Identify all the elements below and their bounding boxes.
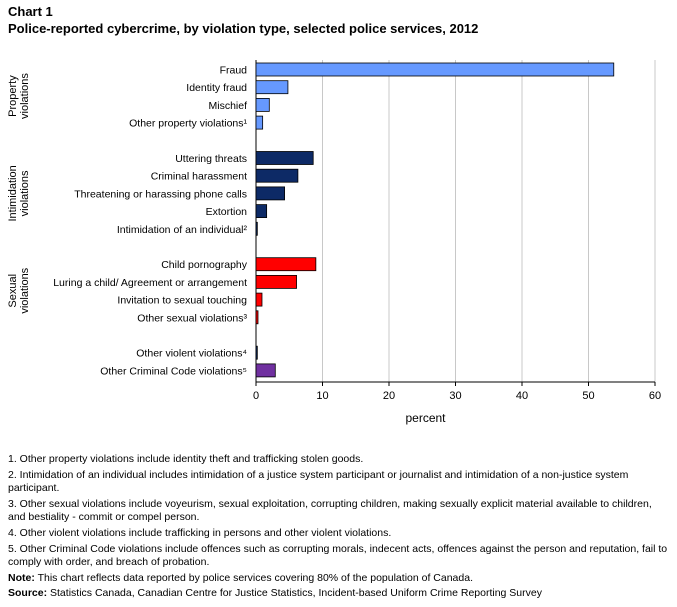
category-label: Criminal harassment (151, 171, 247, 183)
x-axis-title: percent (405, 411, 446, 425)
category-label: Fraud (220, 65, 248, 77)
bar (255, 168, 299, 183)
source: Source: Statistics Canada, Canadian Cent… (8, 587, 668, 600)
source-text: Statistics Canada, Canadian Centre for J… (50, 587, 542, 599)
bar-chart: 0 10 20 30 40 50 60 percent Fraud Identity fraud M… (7, 60, 661, 425)
category-label: Child pornography (161, 259, 248, 271)
bar (255, 204, 268, 219)
category-label: Luring a child/ Agreement or arrangement (53, 277, 247, 289)
x-tick-label: 20 (383, 390, 395, 402)
group-label: Propertyviolations (7, 73, 31, 119)
bar (255, 115, 264, 130)
group-label-line: Property (7, 75, 19, 117)
bar (255, 292, 263, 307)
group-label: Intimidationviolations (7, 165, 31, 221)
group-label-line: violations (19, 170, 31, 216)
chart-number: Chart 1 (8, 4, 53, 19)
category-label: Other property violations¹ (129, 118, 247, 130)
category-label: Other Criminal Code violations⁵ (100, 365, 247, 377)
bar (255, 62, 615, 77)
x-tick-label: 40 (516, 390, 528, 402)
bar (255, 345, 258, 360)
category-label: Invitation to sexual touching (117, 295, 247, 307)
category-label: Intimidation of an individual² (117, 224, 248, 236)
source-label: Source: (8, 587, 48, 599)
footnote-1: 1. Other property violations include ide… (8, 453, 364, 465)
group-label-line: Intimidation (7, 165, 19, 221)
bar (255, 98, 270, 112)
bar (255, 221, 258, 236)
bar (255, 186, 285, 201)
category-label: Threatening or harassing phone calls (74, 188, 247, 200)
group-label-line: Sexual (7, 274, 19, 308)
chart-title: Police-reported cybercrime, by violation… (8, 21, 479, 36)
footnote-5: 5. Other Criminal Code violations includ… (8, 543, 668, 568)
bar (255, 363, 276, 378)
note-label: Note: (8, 572, 35, 584)
footnote-4: 4. Other violent violations include traf… (8, 527, 392, 539)
x-tick-label: 60 (649, 390, 661, 402)
bar (255, 151, 314, 165)
bar (255, 80, 289, 95)
x-tick-label: 50 (582, 390, 594, 402)
category-label: Mischief (208, 100, 247, 112)
group-label: Sexualviolations (7, 267, 31, 313)
category-label: Other sexual violations³ (137, 312, 247, 324)
category-label: Uttering threats (175, 153, 247, 165)
note-text: This chart reflects data reported by pol… (37, 572, 473, 584)
note: Note: This chart reflects data reported … (8, 572, 668, 585)
footnote-2: 2. Intimidation of an individual include… (8, 469, 629, 494)
bar (255, 310, 259, 325)
footnote-3: 3. Other sexual violations include voyeu… (8, 498, 652, 523)
x-tick-label: 0 (253, 390, 259, 402)
category-label: Other violent violations⁴ (136, 348, 247, 360)
group-label-line: violations (19, 267, 31, 313)
bar (255, 274, 297, 289)
category-label: Extortion (206, 206, 248, 218)
bar (255, 257, 317, 272)
x-tick-label: 30 (449, 390, 461, 402)
x-tick-label: 10 (316, 390, 328, 402)
category-label: Identity fraud (186, 82, 247, 94)
footnotes: 1. Other property violations include ide… (8, 453, 668, 602)
group-label-line: violations (19, 73, 31, 119)
